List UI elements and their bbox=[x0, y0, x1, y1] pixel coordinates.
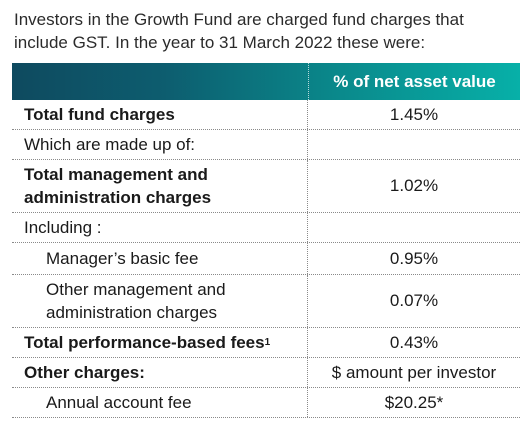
row-label: Including : bbox=[12, 213, 308, 242]
fund-charges-table: % of net asset value Total fund charges … bbox=[12, 63, 520, 418]
row-value: $ amount per investor bbox=[331, 362, 497, 382]
row-value: 0.43% bbox=[389, 332, 439, 352]
table-header: % of net asset value bbox=[12, 63, 520, 100]
table-row: Total fund charges 1.45% bbox=[12, 100, 520, 130]
row-label-with-footnote: Total performance-based fees 1 bbox=[12, 328, 308, 357]
table-row: Including : bbox=[12, 213, 520, 243]
row-label: Annual account fee bbox=[12, 388, 308, 417]
header-percent-net-asset-value: % of net asset value bbox=[333, 71, 496, 91]
table-row: Total performance-based fees 1 0.43% bbox=[12, 328, 520, 358]
header-blank-cell bbox=[12, 63, 309, 100]
row-label: Total fund charges bbox=[12, 100, 308, 129]
row-label: Total management and administration char… bbox=[12, 160, 308, 212]
row-label: Other charges: bbox=[12, 358, 308, 387]
table-row: Which are made up of: bbox=[12, 130, 520, 160]
row-value: 1.02% bbox=[389, 176, 439, 195]
row-label: Manager’s basic fee bbox=[12, 243, 308, 274]
table-row: Total management and administration char… bbox=[12, 160, 520, 213]
row-label: Total performance-based fees bbox=[24, 333, 265, 352]
row-value: $20.25* bbox=[384, 392, 444, 412]
table-row: Other management and administration char… bbox=[12, 275, 520, 328]
table-row: Manager’s basic fee 0.95% bbox=[12, 243, 520, 275]
row-value: 0.07% bbox=[389, 291, 439, 310]
row-label: Other management and administration char… bbox=[12, 275, 308, 327]
row-value: 0.95% bbox=[389, 248, 439, 268]
row-value bbox=[308, 213, 520, 242]
intro-paragraph: Investors in the Growth Fund are charged… bbox=[14, 10, 464, 52]
table-row: Annual account fee $20.25* bbox=[12, 388, 520, 418]
row-label: Which are made up of: bbox=[12, 130, 308, 159]
table-row: Other charges: $ amount per investor bbox=[12, 358, 520, 388]
row-value: 1.45% bbox=[389, 104, 439, 124]
row-value bbox=[308, 130, 520, 159]
